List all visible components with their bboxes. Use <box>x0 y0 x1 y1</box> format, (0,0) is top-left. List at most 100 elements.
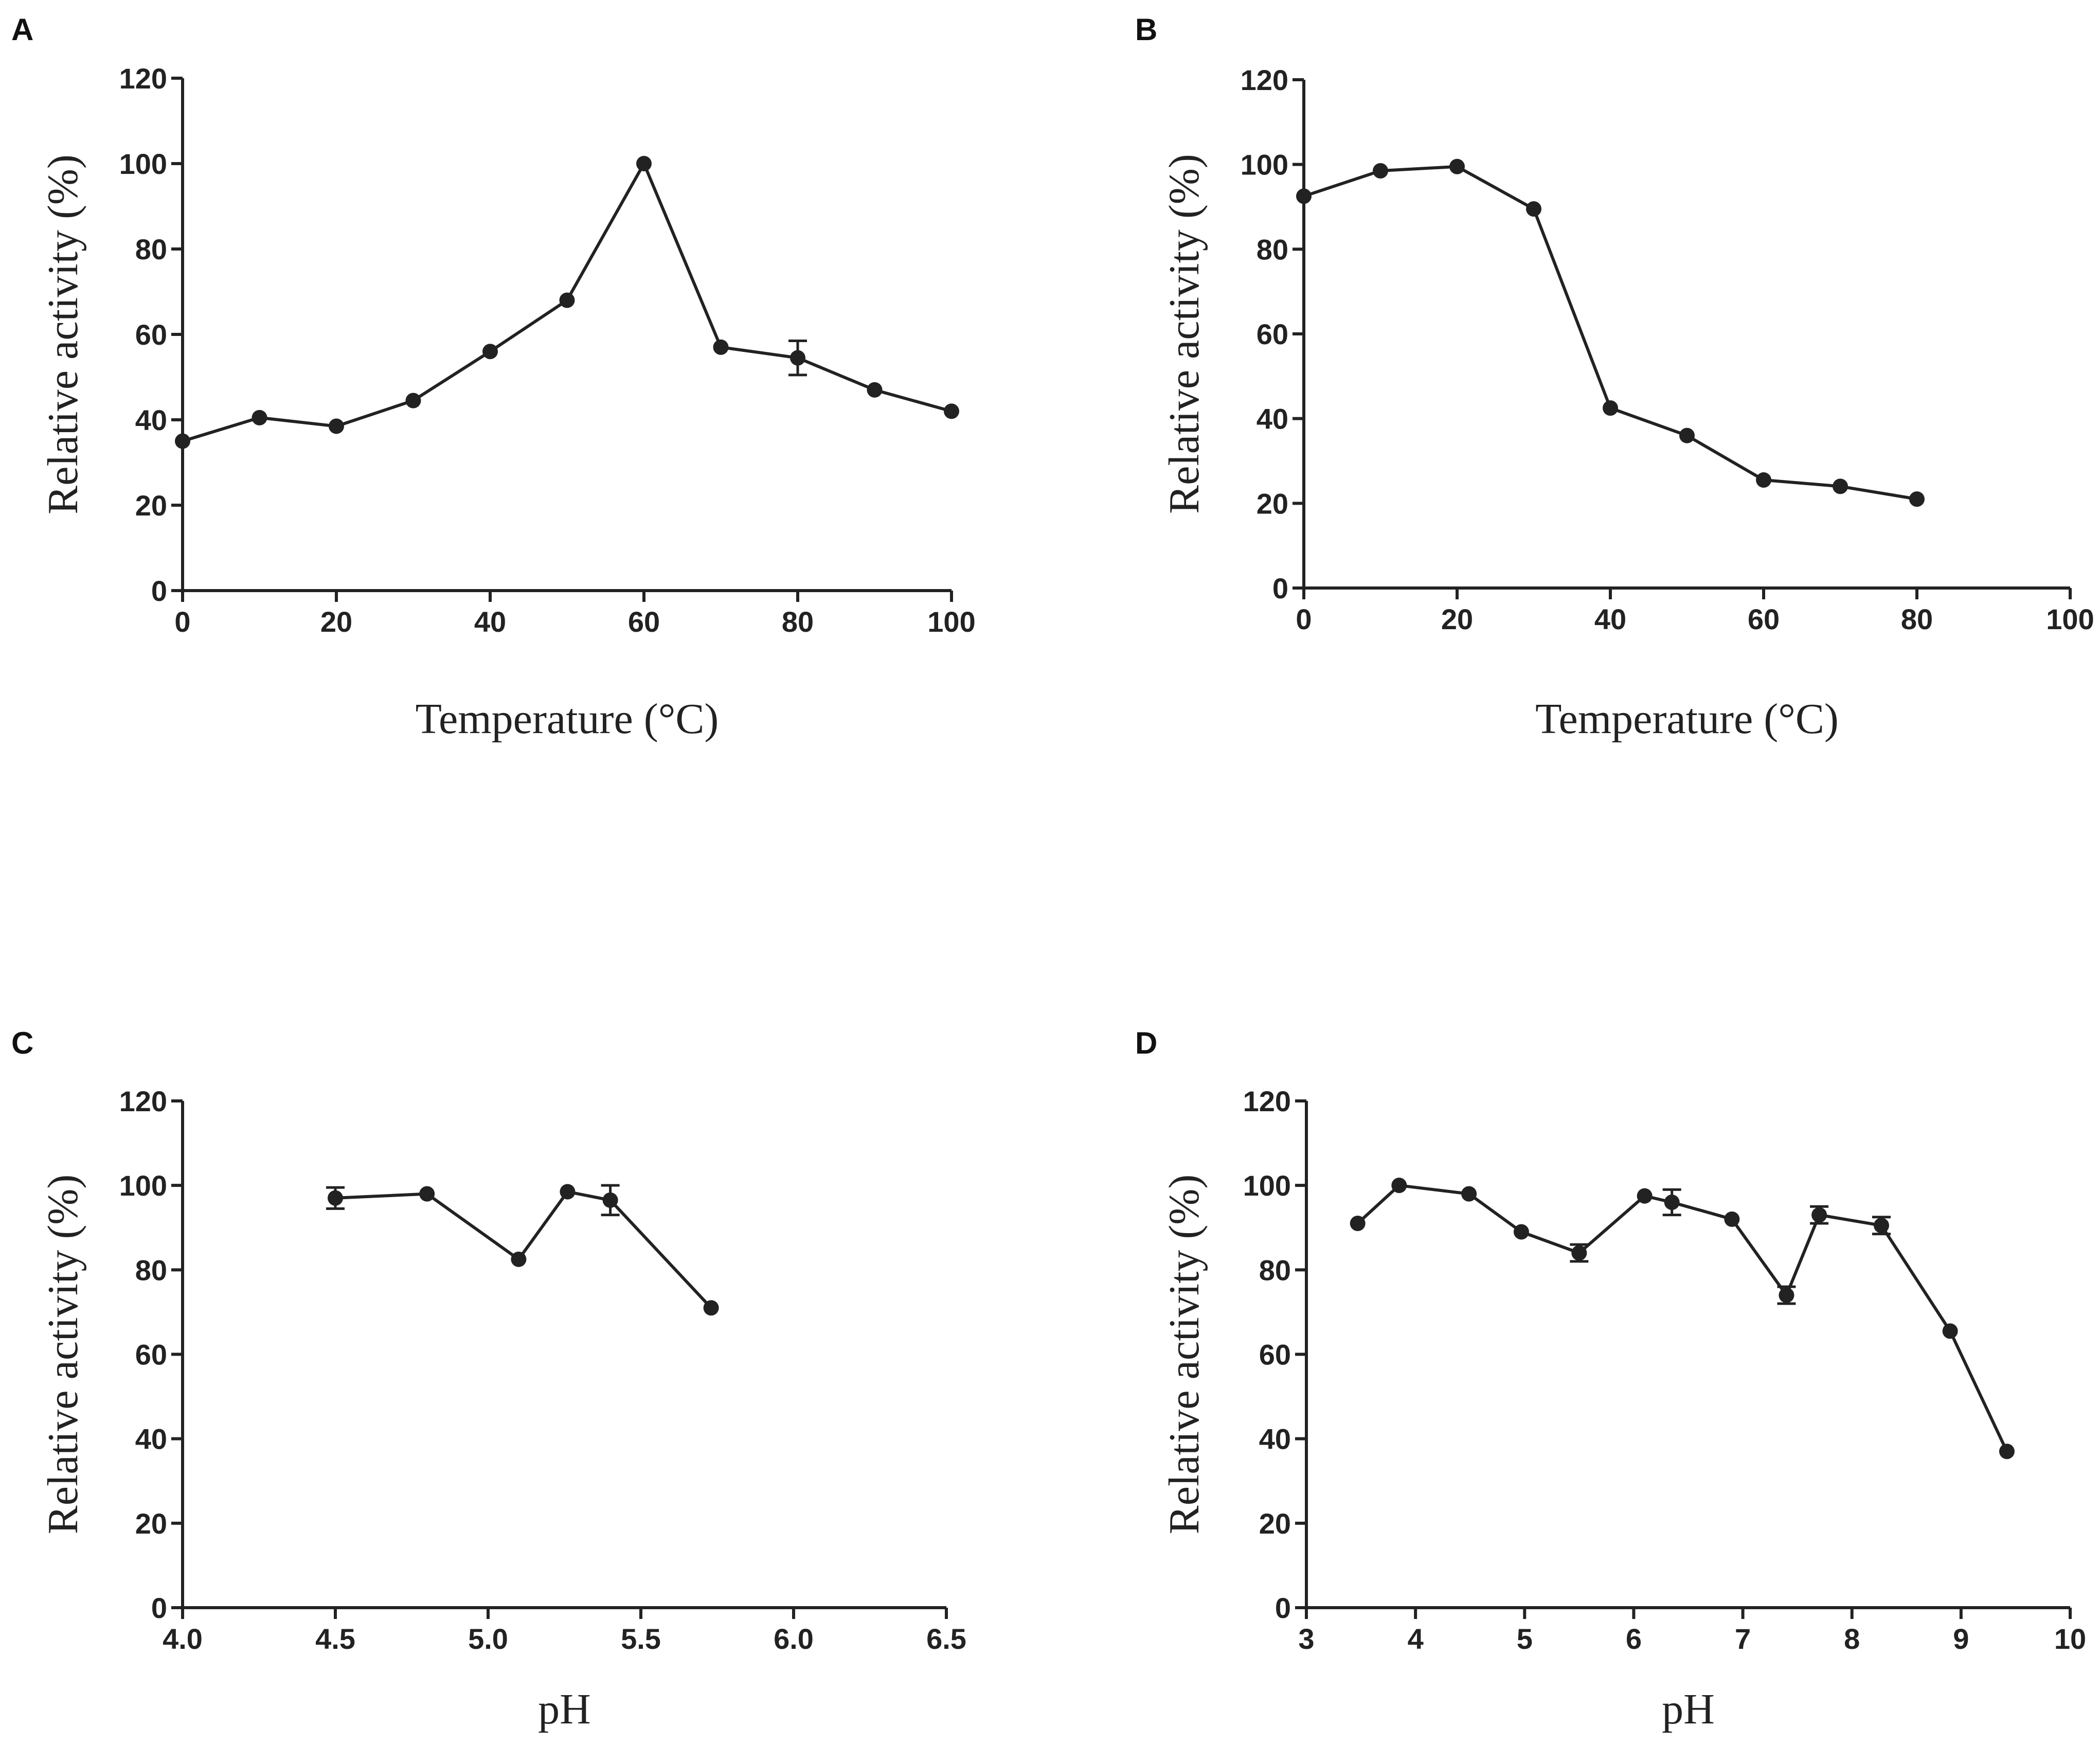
x-tick-label: 80 <box>782 606 814 638</box>
x-axis-title: pH <box>1662 1685 1715 1733</box>
data-point <box>1942 1323 1958 1339</box>
data-point <box>1391 1178 1407 1194</box>
x-tick-label: 40 <box>1594 603 1626 635</box>
y-tick-label: 0 <box>151 1592 167 1624</box>
panel-d: D 0 20 40 60 80 100 120 3 4 5 6 7 8 9 10 pH Relative acti… <box>1135 1026 2086 1733</box>
x-tick-label: 20 <box>320 606 352 638</box>
data-point <box>867 382 883 398</box>
x-tick-label: 40 <box>474 606 506 638</box>
y-tick-label: 0 <box>1275 1592 1291 1624</box>
x-tick-label: 7 <box>1735 1623 1751 1655</box>
x-tick-label: 0 <box>174 606 190 638</box>
data-point <box>511 1251 527 1267</box>
data-point <box>1833 478 1848 494</box>
x-tick-label: 6.5 <box>926 1623 966 1655</box>
x-axis-title: Temperature (°C) <box>1535 695 1839 743</box>
data-point <box>713 339 729 355</box>
panel-c: C 0 20 40 60 80 100 120 4.0 4.5 5.0 5.5 6.0 6.5 pH Rela… <box>11 1026 966 1733</box>
panel-label: C <box>11 1026 33 1060</box>
panel-label: D <box>1135 1026 1157 1060</box>
y-tick-label: 60 <box>1257 318 1288 350</box>
y-tick-label: 100 <box>119 1169 167 1202</box>
y-tick-label: 120 <box>1243 1085 1291 1117</box>
data-point <box>1679 428 1695 443</box>
y-tick-label: 80 <box>135 1254 167 1286</box>
data-point <box>636 156 652 171</box>
x-tick-label: 8 <box>1844 1623 1860 1655</box>
y-tick-label: 40 <box>135 1423 167 1455</box>
y-tick-label: 20 <box>135 489 167 522</box>
y-tick-label: 120 <box>119 1085 167 1117</box>
y-axis-title: Relative activity (%) <box>1160 1174 1208 1535</box>
data-point <box>482 344 498 360</box>
y-tick-label: 40 <box>1259 1423 1291 1455</box>
y-tick-label: 20 <box>1259 1507 1291 1540</box>
data-point <box>560 1184 576 1200</box>
y-tick-label: 20 <box>135 1507 167 1540</box>
y-tick-label: 60 <box>135 318 167 351</box>
data-point <box>1296 188 1312 204</box>
y-tick-label: 120 <box>119 62 167 95</box>
y-tick-label: 80 <box>1257 233 1288 265</box>
data-point <box>1350 1216 1366 1232</box>
data-point <box>1873 1218 1889 1234</box>
x-tick-label: 4 <box>1408 1623 1424 1655</box>
data-point <box>1637 1188 1653 1204</box>
x-tick-label: 6 <box>1626 1623 1642 1655</box>
y-tick-label: 20 <box>1257 487 1288 520</box>
panel-label: A <box>11 12 33 47</box>
x-tick-label: 4.5 <box>315 1623 355 1655</box>
data-point <box>1756 472 1771 488</box>
y-tick-label: 0 <box>151 575 167 607</box>
y-tick-label: 40 <box>135 404 167 436</box>
x-axis-title: Temperature (°C) <box>416 695 719 743</box>
x-tick-label: 100 <box>927 606 975 638</box>
y-tick-label: 60 <box>135 1339 167 1371</box>
y-tick-label: 100 <box>1243 1169 1291 1202</box>
data-point <box>1526 201 1541 217</box>
data-point <box>1811 1207 1827 1223</box>
data-point <box>1664 1195 1680 1210</box>
data-point <box>1373 163 1388 179</box>
data-point <box>790 350 805 366</box>
x-tick-label: 3 <box>1298 1623 1314 1655</box>
data-point <box>944 403 959 419</box>
y-tick-label: 40 <box>1257 403 1288 435</box>
x-tick-label: 5.5 <box>621 1623 661 1655</box>
data-point <box>1724 1211 1740 1227</box>
x-tick-label: 5 <box>1517 1623 1533 1655</box>
y-tick-label: 80 <box>135 233 167 265</box>
data-point <box>329 418 344 434</box>
series-line <box>1356 1184 2008 1452</box>
panel-a: A 0 20 40 60 80 100 120 0 20 40 60 80 100 Temperature … <box>11 12 976 743</box>
x-tick-label: 0 <box>1296 603 1312 635</box>
series-line <box>1303 165 1917 501</box>
y-tick-label: 60 <box>1259 1339 1291 1371</box>
x-tick-label: 100 <box>2046 603 2094 635</box>
y-tick-label: 120 <box>1241 64 1288 96</box>
y-tick-label: 100 <box>1241 149 1288 181</box>
data-point <box>1603 400 1618 416</box>
data-point <box>1449 158 1465 174</box>
y-tick-label: 0 <box>1272 572 1288 604</box>
data-point <box>405 393 421 408</box>
data-point <box>328 1190 343 1206</box>
y-axis-title: Relative activity (%) <box>1160 154 1208 514</box>
data-point <box>419 1186 435 1202</box>
y-tick-label: 100 <box>119 148 167 180</box>
x-tick-label: 9 <box>1953 1623 1969 1655</box>
x-tick-label: 60 <box>628 606 660 638</box>
x-tick-label: 20 <box>1441 603 1473 635</box>
data-point <box>1461 1186 1477 1202</box>
data-point <box>559 292 575 308</box>
y-axis-title: Relative activity (%) <box>39 154 87 514</box>
data-point <box>1513 1224 1529 1240</box>
data-point <box>1999 1444 2015 1460</box>
panel-b: B 0 20 40 60 80 100 120 0 20 40 60 80 100 Temperature … <box>1135 12 2094 743</box>
data-point <box>1909 491 1925 507</box>
x-tick-label: 60 <box>1748 603 1780 635</box>
data-point <box>602 1192 618 1208</box>
panel-label: B <box>1135 12 1157 47</box>
y-tick-label: 80 <box>1259 1254 1291 1286</box>
